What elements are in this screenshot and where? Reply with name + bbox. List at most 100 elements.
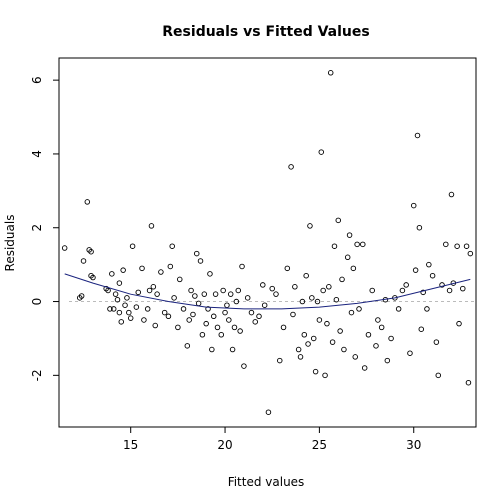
points-layer xyxy=(61,70,474,415)
data-point xyxy=(80,258,87,264)
data-point xyxy=(190,311,196,318)
data-point xyxy=(326,284,332,290)
data-point xyxy=(116,280,123,286)
data-point xyxy=(78,293,85,299)
data-point xyxy=(331,243,338,249)
data-point xyxy=(305,341,311,347)
data-point xyxy=(241,363,247,369)
data-point xyxy=(360,241,366,248)
data-point xyxy=(433,339,440,345)
data-point xyxy=(226,317,232,323)
data-point xyxy=(273,291,279,297)
data-point xyxy=(90,274,96,281)
data-point xyxy=(195,300,202,307)
data-point xyxy=(295,346,302,353)
data-point xyxy=(256,313,262,320)
data-point xyxy=(341,346,347,353)
data-point xyxy=(456,320,462,327)
data-point xyxy=(435,372,442,379)
data-point xyxy=(248,309,255,316)
data-point xyxy=(352,354,358,360)
data-point xyxy=(61,245,68,251)
data-point xyxy=(412,267,419,273)
data-point xyxy=(148,223,155,229)
data-point xyxy=(201,291,208,297)
data-point xyxy=(88,248,94,255)
data-point xyxy=(297,354,304,360)
data-point xyxy=(197,258,204,264)
data-point xyxy=(193,250,200,257)
data-point xyxy=(235,287,242,294)
data-point xyxy=(322,372,328,379)
x-tick-label: 20 xyxy=(217,438,232,452)
data-point xyxy=(146,287,153,294)
data-point xyxy=(218,332,225,338)
data-point xyxy=(312,368,319,375)
data-point xyxy=(110,306,117,312)
data-point xyxy=(299,298,306,305)
data-point xyxy=(141,317,147,323)
data-point xyxy=(186,317,192,323)
data-point xyxy=(375,317,381,323)
x-tick-label: 30 xyxy=(406,438,421,452)
data-point xyxy=(290,311,296,318)
data-point xyxy=(280,324,287,331)
data-point xyxy=(139,265,145,272)
data-point xyxy=(356,306,362,312)
data-point xyxy=(229,346,236,353)
data-point xyxy=(465,379,472,386)
smooth-line xyxy=(64,273,471,310)
data-point xyxy=(410,202,417,209)
data-point xyxy=(220,287,226,294)
y-axis-label: Residuals xyxy=(3,215,17,272)
data-point xyxy=(277,357,283,364)
data-point xyxy=(184,343,191,349)
data-point xyxy=(167,263,174,270)
data-point xyxy=(373,343,379,349)
data-point xyxy=(105,287,111,294)
data-point xyxy=(152,322,158,329)
data-point xyxy=(333,296,340,303)
data-point xyxy=(180,306,187,312)
data-point xyxy=(346,232,353,238)
data-point xyxy=(348,309,355,316)
data-point xyxy=(350,265,357,272)
data-point xyxy=(324,320,330,327)
data-point xyxy=(369,287,375,294)
data-point xyxy=(261,302,268,308)
data-point xyxy=(158,269,164,275)
data-point xyxy=(403,282,409,288)
data-point xyxy=(420,289,426,296)
y-tick-label: 6 xyxy=(30,76,44,84)
data-point xyxy=(169,243,175,249)
data-point xyxy=(214,324,221,331)
data-point xyxy=(260,282,266,288)
y-tick-label: 4 xyxy=(30,150,44,158)
data-point xyxy=(107,306,113,312)
data-point xyxy=(244,295,251,301)
data-point xyxy=(269,285,275,292)
data-point xyxy=(337,328,343,334)
data-point xyxy=(344,254,351,261)
x-axis-label: Fitted values xyxy=(228,475,305,489)
data-point xyxy=(467,250,474,257)
data-point xyxy=(150,284,157,290)
data-point xyxy=(399,287,406,294)
data-point xyxy=(177,276,183,283)
chart-title: Residuals vs Fitted Values xyxy=(162,24,369,40)
data-point xyxy=(210,313,217,320)
data-point xyxy=(388,335,394,342)
data-point xyxy=(439,282,445,288)
data-point xyxy=(203,320,209,327)
data-point xyxy=(114,296,121,303)
data-point xyxy=(446,287,453,294)
data-point xyxy=(154,291,160,297)
x-tick-label: 25 xyxy=(312,438,327,452)
data-point xyxy=(112,291,119,297)
data-point xyxy=(378,324,385,331)
y-tick-label: 0 xyxy=(30,298,44,306)
data-point xyxy=(365,332,372,338)
data-point xyxy=(320,287,326,294)
data-point xyxy=(303,272,309,279)
